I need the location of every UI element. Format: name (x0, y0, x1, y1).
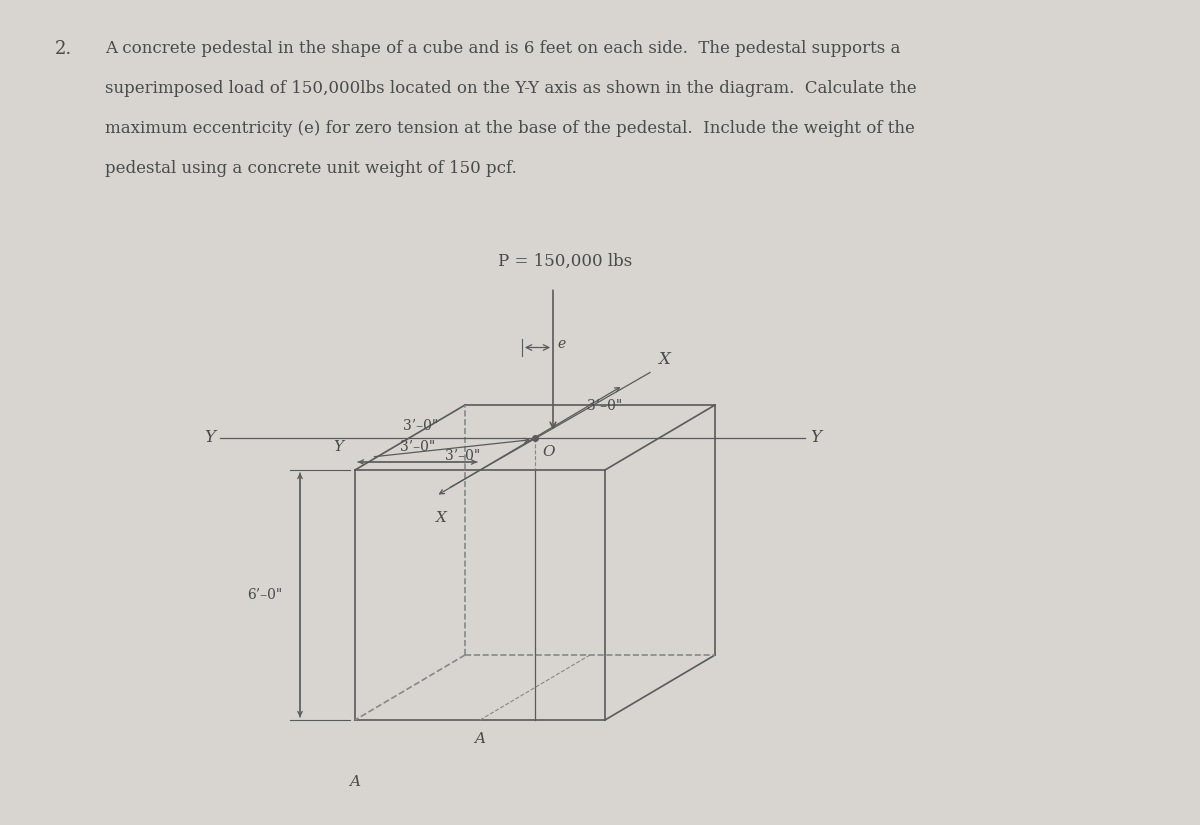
Text: A: A (474, 732, 486, 746)
Text: X: X (658, 351, 670, 367)
Text: A: A (349, 775, 360, 789)
Text: e: e (557, 337, 565, 351)
Text: A concrete pedestal in the shape of a cube and is 6 feet on each side.  The pede: A concrete pedestal in the shape of a cu… (106, 40, 900, 57)
Text: maximum eccentricity (e) for zero tension at the base of the pedestal.  Include : maximum eccentricity (e) for zero tensio… (106, 120, 914, 137)
Text: 2.: 2. (55, 40, 72, 58)
Text: X: X (436, 511, 446, 525)
Text: pedestal using a concrete unit weight of 150 pcf.: pedestal using a concrete unit weight of… (106, 160, 517, 177)
Text: O: O (542, 446, 554, 460)
Text: 3’–0": 3’–0" (445, 449, 480, 463)
Text: 6’–0": 6’–0" (247, 588, 282, 602)
Text: 3’–0": 3’–0" (587, 398, 623, 412)
Text: 3’–0": 3’–0" (403, 419, 438, 433)
Text: superimposed load of 150,000lbs located on the Y-Y axis as shown in the diagram.: superimposed load of 150,000lbs located … (106, 80, 917, 97)
Text: Y: Y (810, 429, 821, 446)
Text: 3’–0": 3’–0" (400, 440, 436, 454)
Text: P = 150,000 lbs: P = 150,000 lbs (498, 252, 632, 270)
Text: Y: Y (204, 429, 215, 446)
Text: Y: Y (332, 441, 343, 455)
